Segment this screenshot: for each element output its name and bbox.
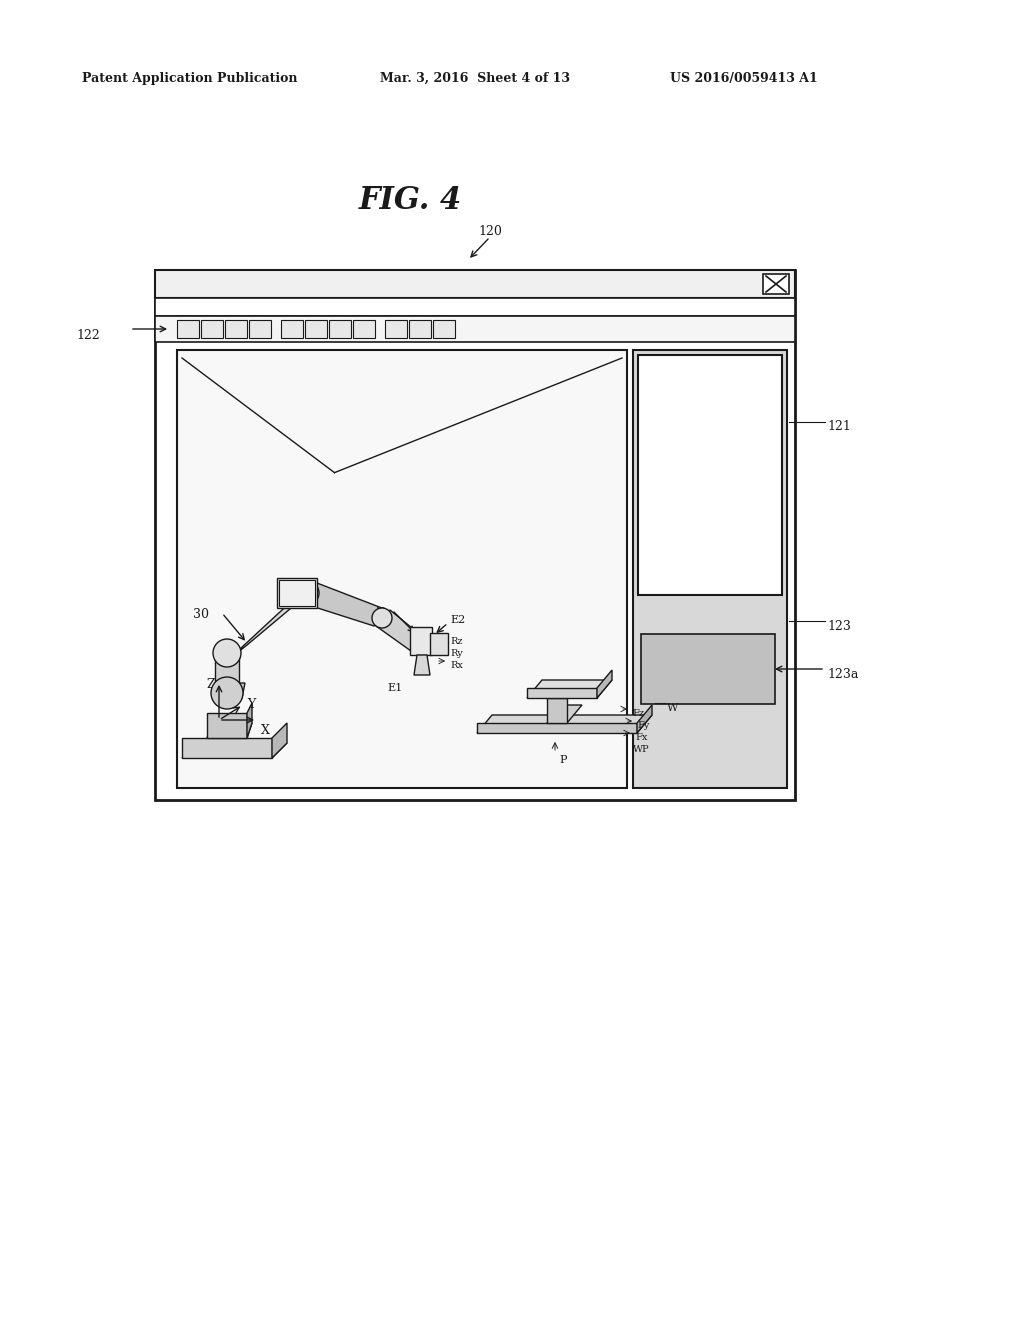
Text: P: P (559, 755, 566, 766)
Text: Rx: Rx (450, 661, 463, 671)
Polygon shape (272, 723, 287, 758)
Bar (641, 634, 775, 704)
Circle shape (295, 581, 319, 605)
Bar (225, 319, 247, 338)
Text: 122: 122 (76, 329, 100, 342)
Bar (155, 298, 795, 315)
Text: Y: Y (247, 698, 255, 711)
Bar (385, 319, 407, 338)
Bar (279, 579, 315, 606)
Bar (305, 319, 327, 338)
Bar (410, 627, 432, 655)
Text: 120: 120 (478, 224, 502, 238)
Bar (177, 350, 627, 788)
Polygon shape (302, 583, 387, 626)
Text: US 2016/0059413 A1: US 2016/0059413 A1 (670, 73, 818, 84)
Polygon shape (207, 723, 252, 738)
Circle shape (213, 639, 241, 667)
Bar (430, 634, 449, 655)
Bar (763, 275, 790, 294)
Text: E1: E1 (387, 682, 402, 693)
Polygon shape (477, 715, 652, 733)
Polygon shape (182, 738, 272, 758)
Bar (281, 319, 303, 338)
Bar (201, 319, 223, 338)
Text: 123: 123 (827, 619, 851, 632)
Polygon shape (477, 723, 637, 733)
Text: Mar. 3, 2016  Sheet 4 of 13: Mar. 3, 2016 Sheet 4 of 13 (380, 73, 570, 84)
Bar (433, 319, 455, 338)
Polygon shape (212, 682, 245, 698)
Polygon shape (547, 698, 567, 723)
Polygon shape (182, 743, 287, 758)
Bar (249, 319, 271, 338)
Bar (155, 271, 795, 800)
Bar (353, 319, 375, 338)
Text: Fx: Fx (635, 733, 647, 742)
Polygon shape (247, 704, 252, 738)
Text: Patent Application Publication: Patent Application Publication (82, 73, 298, 84)
Bar (177, 319, 199, 338)
Polygon shape (215, 653, 239, 693)
Text: WP: WP (633, 744, 649, 754)
Circle shape (372, 609, 392, 628)
Bar (638, 355, 782, 595)
Polygon shape (547, 705, 582, 723)
Text: 30: 30 (193, 609, 209, 620)
Polygon shape (597, 671, 612, 698)
Text: Fz: Fz (632, 709, 644, 718)
Circle shape (211, 677, 243, 709)
Text: E2: E2 (450, 615, 465, 624)
Text: 121: 121 (827, 421, 851, 433)
Text: Rz: Rz (450, 638, 463, 645)
Polygon shape (414, 655, 430, 675)
Bar (329, 319, 351, 338)
Polygon shape (207, 713, 247, 738)
Text: Z: Z (207, 678, 215, 690)
Text: Ry: Ry (450, 649, 463, 657)
Text: X: X (261, 723, 270, 737)
Bar (155, 271, 795, 298)
Bar (155, 315, 795, 342)
Polygon shape (527, 688, 597, 698)
Text: W: W (667, 704, 678, 713)
Bar (278, 578, 317, 609)
Bar (409, 319, 431, 338)
Polygon shape (227, 587, 315, 661)
Text: Fy: Fy (637, 721, 649, 730)
Text: FIG. 4: FIG. 4 (358, 185, 462, 216)
Polygon shape (527, 680, 612, 698)
Polygon shape (637, 705, 652, 733)
Text: T-: T- (377, 607, 387, 616)
Text: 123a: 123a (827, 668, 858, 681)
Polygon shape (376, 610, 423, 651)
Bar (633, 350, 787, 788)
